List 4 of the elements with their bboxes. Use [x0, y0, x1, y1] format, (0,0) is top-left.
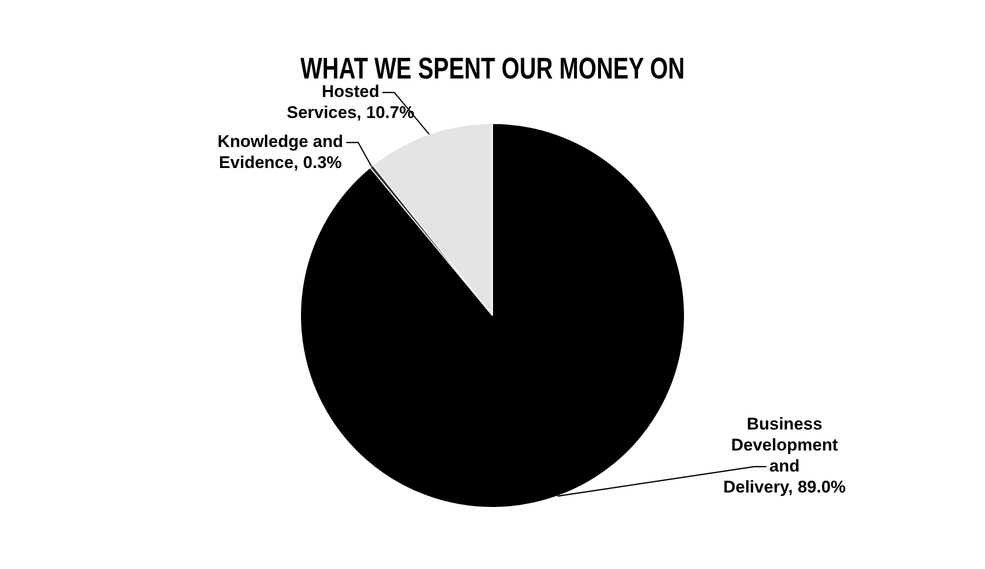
slice-label: Hosted Services, 10.7% [286, 82, 414, 122]
slice-label: Knowledge and Evidence, 0.3% [218, 132, 344, 172]
chart-title: WHAT WE SPENT OUR MONEY ON [300, 51, 685, 85]
slice-label: Business Development and Delivery, 89.0% [723, 414, 846, 496]
